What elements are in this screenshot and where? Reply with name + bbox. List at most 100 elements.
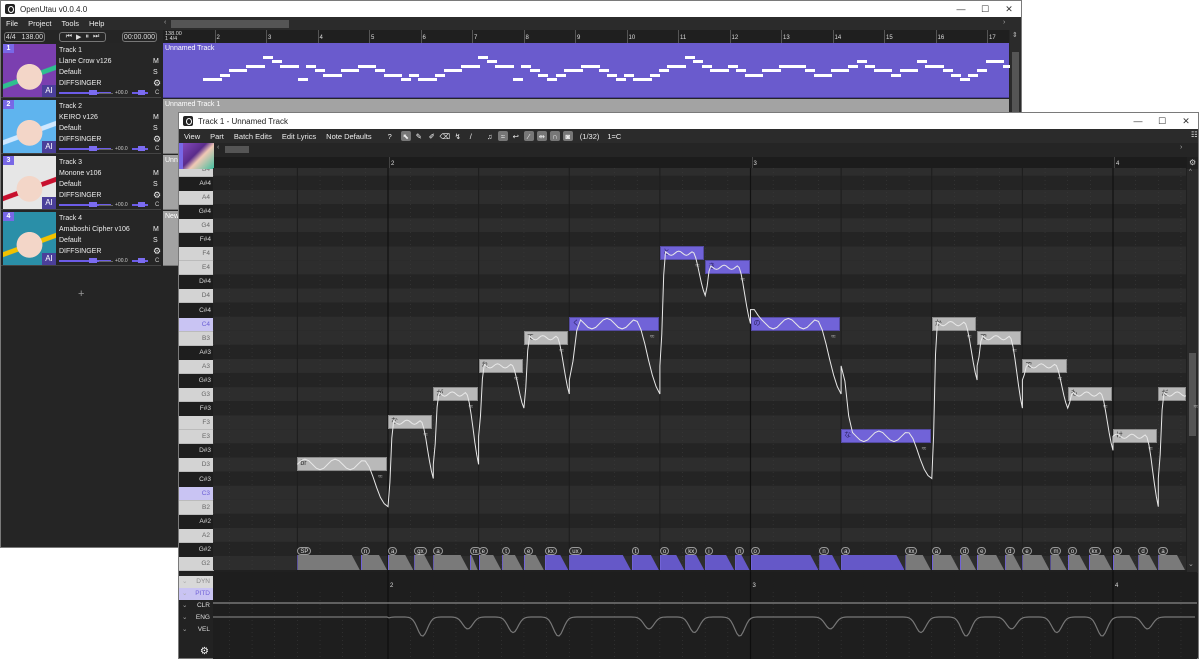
phoneme-block[interactable]: [841, 555, 905, 570]
volume-slider[interactable]: [59, 92, 111, 94]
piano-key-a2[interactable]: A2: [179, 528, 214, 543]
phoneme-block[interactable]: [433, 555, 469, 570]
phoneme-block[interactable]: [569, 555, 631, 570]
maximize-button[interactable]: ☐: [1157, 115, 1167, 126]
piano-key-e4[interactable]: E4: [179, 261, 214, 276]
track-settings-gear-icon[interactable]: ⚙: [153, 134, 162, 144]
phoneme-label[interactable]: e: [478, 547, 488, 555]
piano-key-f3[interactable]: F3: [179, 416, 214, 431]
phoneme-block[interactable]: [297, 555, 360, 570]
horizontal-scrollbar-thumb[interactable]: [171, 20, 289, 28]
expression-settings-icon[interactable]: ⚙: [200, 646, 209, 657]
piano-key-dsharp4[interactable]: D#4: [179, 275, 214, 290]
piano-key-asharp3[interactable]: A#3: [179, 345, 214, 360]
scroll-up-icon[interactable]: ^: [1189, 169, 1192, 175]
pan-slider-thumb[interactable]: [138, 258, 145, 263]
phoneme-label[interactable]: a: [433, 547, 443, 555]
note[interactable]: が: [433, 387, 478, 402]
piano-key-gsharp3[interactable]: G#3: [179, 373, 214, 388]
phoneme-block[interactable]: [469, 555, 478, 570]
preset-name[interactable]: Default: [59, 125, 82, 132]
snap-division[interactable]: (1/32): [579, 131, 600, 141]
piano-key-d3[interactable]: D3: [179, 458, 214, 473]
note[interactable]: で: [977, 330, 1022, 345]
phoneme-label[interactable]: n: [735, 547, 745, 555]
help-button[interactable]: ?: [387, 131, 392, 141]
phoneme-label[interactable]: a: [1158, 547, 1168, 555]
note[interactable]: れ: [478, 358, 523, 373]
singer-name[interactable]: KEIRO v126: [59, 114, 98, 121]
show-curve-icon[interactable]: ∩: [549, 131, 560, 141]
note[interactable]: と: [659, 246, 705, 261]
vibrato-toggle-icon[interactable]: ≈≈: [1193, 404, 1198, 411]
expression-tab-dyn[interactable]: ⌄ DYN: [179, 576, 214, 588]
phoneme-label[interactable]: e: [523, 547, 534, 555]
phoneme-label[interactable]: e: [1022, 547, 1032, 555]
track-header[interactable]: AI 3 Track 3 Monone v106 Default DIFFSINGER M S…: [1, 155, 161, 210]
vibrato-toggle-icon[interactable]: ≈≈: [831, 333, 835, 340]
phoneme-label[interactable]: e: [1113, 547, 1123, 555]
vertical-scrollbar-thumb[interactable]: [1012, 52, 1019, 127]
draw-pitch-tool-icon[interactable]: ↯: [454, 131, 461, 141]
eraser-tool-icon[interactable]: ⌫: [439, 131, 451, 141]
close-button[interactable]: ✕: [1182, 115, 1190, 126]
show-phonemes-icon[interactable]: ⇹: [536, 131, 547, 141]
pen-plus-tool-icon[interactable]: ✐: [428, 131, 435, 141]
piano-key-d4[interactable]: D4: [179, 289, 214, 304]
track-name[interactable]: Track 1: [59, 47, 83, 54]
skip-back-icon[interactable]: ⏮: [65, 33, 73, 40]
phoneme-label[interactable]: d: [1138, 547, 1148, 555]
menu-edit-lyrics[interactable]: Edit Lyrics: [281, 131, 317, 141]
singer-name[interactable]: Amaboshi Cipher v106: [59, 226, 130, 233]
settings-sliders-icon[interactable]: ☷: [1191, 130, 1198, 139]
vibrato-toggle-icon[interactable]: ≈≈: [649, 333, 654, 340]
vibrato-toggle-icon[interactable]: ≈≈: [967, 333, 971, 340]
renderer-name[interactable]: DIFFSINGER: [59, 192, 102, 199]
phoneme-block[interactable]: [1158, 555, 1185, 570]
menu-file[interactable]: File: [6, 19, 19, 28]
phoneme-label[interactable]: e: [977, 547, 987, 555]
piano-key-b4[interactable]: B4: [179, 169, 214, 177]
vibrato-toggle-icon[interactable]: ≈≈: [1103, 404, 1107, 411]
scroll-right-icon[interactable]: ›: [1180, 144, 1183, 151]
main-ruler[interactable]: 138.00 1 4/4 2 3 4 5 6 7 8 9 10 11 12 13 14 15 16 17: [163, 30, 1009, 43]
volume-slider[interactable]: [59, 148, 111, 150]
pan-slider-thumb[interactable]: [138, 146, 145, 151]
piano-key-g3[interactable]: G3: [179, 388, 214, 403]
piano-key-f4[interactable]: F4: [179, 247, 214, 262]
note[interactable]: な: [388, 415, 433, 430]
track-part[interactable]: Unnamed Track: [163, 43, 1021, 98]
piano-key-e3[interactable]: E3: [179, 430, 214, 445]
show-waveform-icon[interactable]: ◙: [562, 131, 573, 141]
piano-key-b2[interactable]: B2: [179, 500, 214, 515]
scroll-left-icon[interactable]: ‹: [164, 19, 167, 26]
menu-view[interactable]: View: [184, 131, 201, 141]
expression-tab-vel[interactable]: ⌄ VEL: [179, 624, 214, 636]
phoneme-block[interactable]: [1022, 555, 1050, 570]
phoneme-collapse-icon[interactable]: ⌄: [1188, 561, 1194, 568]
singer-name[interactable]: Monone v106: [59, 170, 102, 177]
solo-button[interactable]: S: [153, 237, 158, 244]
track-header[interactable]: AI 4 Track 4 Amaboshi Cipher v106 Default DIF…: [1, 211, 161, 266]
solo-button[interactable]: S: [153, 125, 158, 132]
vibrato-toggle-icon[interactable]: ≈≈: [378, 474, 382, 481]
piano-key-c4[interactable]: C4: [179, 317, 214, 332]
show-pitch-icon[interactable]: ≈: [497, 131, 508, 141]
menu-batch-edits[interactable]: Batch Edits: [233, 131, 272, 141]
note[interactable]: br: [297, 457, 387, 472]
preset-name[interactable]: Default: [59, 69, 82, 76]
piano-key-a3[interactable]: A3: [179, 359, 214, 374]
solo-button[interactable]: S: [153, 69, 158, 76]
phoneme-label[interactable]: gx: [414, 547, 427, 555]
mute-button[interactable]: M: [153, 226, 159, 233]
expression-tab-pitd[interactable]: ⌄ PITD: [179, 588, 214, 600]
phoneme-label[interactable]: d: [959, 547, 970, 555]
knife-tool-icon[interactable]: /: [469, 131, 472, 141]
piano-key-asharp2[interactable]: A#2: [179, 514, 214, 529]
track-name[interactable]: Track 2: [59, 103, 83, 110]
piano-key-c3[interactable]: C3: [179, 486, 214, 501]
phoneme-label[interactable]: a: [388, 547, 398, 555]
phoneme-label[interactable]: kx: [905, 547, 918, 555]
note[interactable]: も: [1067, 387, 1112, 402]
piano-roll-timeline[interactable]: 2 3 4: [214, 157, 1187, 169]
